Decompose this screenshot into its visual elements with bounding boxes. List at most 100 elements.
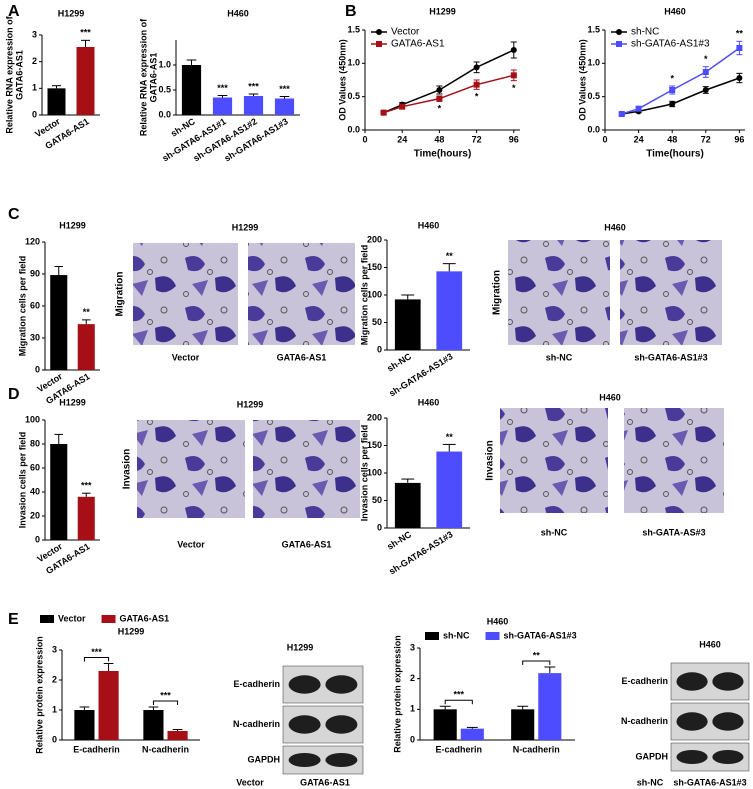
y-tick-label: 200	[367, 412, 382, 422]
marker	[702, 87, 709, 93]
y-tick-label: 0	[52, 734, 57, 744]
y-tick-label: 2	[32, 56, 37, 66]
chart-title: H460	[227, 8, 249, 18]
x-tick-label: 96	[734, 134, 744, 144]
legend-label: Vector	[391, 27, 420, 38]
bar	[433, 709, 457, 740]
bar	[167, 731, 188, 740]
marker	[510, 47, 517, 53]
marker	[436, 87, 443, 93]
y-tick-label: 1.0	[158, 59, 171, 69]
side-label: Invasion	[122, 449, 133, 490]
y-tick-label: 100	[367, 467, 382, 477]
x-tick-label: sh-NC	[385, 351, 413, 374]
marker	[473, 81, 480, 88]
caption: Vector	[172, 352, 200, 362]
row-label: E-cadherin	[621, 676, 668, 686]
bar	[243, 96, 264, 115]
significance: *	[438, 104, 442, 114]
band	[288, 753, 321, 767]
y-tick-label: 3	[410, 642, 415, 652]
caption: sh-GATA-AS#3	[642, 527, 705, 537]
significance: *	[670, 73, 674, 83]
legend-label: sh-GATA6-AS1#3	[504, 630, 577, 640]
image-title: H460	[599, 392, 621, 402]
bar	[98, 671, 119, 740]
bar	[181, 65, 202, 115]
x-tick-label: 48	[434, 134, 444, 144]
y-tick-label: 60	[30, 300, 40, 310]
significance: ***	[81, 481, 92, 491]
band	[712, 750, 744, 764]
x-tick-label: 24	[634, 134, 644, 144]
marker	[380, 109, 387, 116]
y-tick-label: 90	[30, 268, 40, 278]
y-tick-label: 40	[30, 486, 40, 496]
legend-swatch	[485, 632, 500, 640]
significance: *	[475, 92, 479, 102]
chart-title: H1299	[118, 626, 145, 636]
significance: **	[446, 432, 454, 442]
y-tick-label: 1	[32, 83, 37, 93]
legend-swatch	[40, 615, 54, 623]
band	[325, 753, 358, 767]
marker	[702, 69, 709, 75]
micrograph	[620, 240, 722, 345]
significance: **	[446, 251, 454, 261]
x-tick-label: 72	[701, 134, 711, 144]
caption: sh-GATA6-AS1#3	[634, 352, 707, 362]
caption: sh-GATA6-AS1#3	[673, 777, 746, 787]
y-axis-label: Relative protein expression	[34, 636, 44, 754]
micrograph	[248, 243, 355, 345]
x-tick-label: 96	[509, 134, 519, 144]
x-tick-label: 24	[397, 134, 407, 144]
significance: ***	[217, 83, 228, 93]
significance-bracket	[444, 699, 473, 705]
marker	[618, 111, 625, 117]
x-tick-label: 0	[362, 134, 367, 144]
caption: GATA6-AS1	[277, 352, 327, 362]
legend-label: sh-GATA6-AS1#3	[631, 39, 710, 50]
marker	[399, 103, 406, 110]
y-tick-label: 60	[30, 462, 40, 472]
y-tick-label: 1.0	[347, 58, 360, 68]
x-tick-label: sh-NC	[385, 529, 413, 552]
panel-label: E	[8, 611, 19, 628]
y-tick-label: 2	[410, 673, 415, 683]
marker	[510, 72, 517, 79]
image-title: H460	[604, 222, 626, 232]
bar	[511, 709, 535, 740]
chart-title: H460	[418, 220, 440, 230]
chart-title: H460	[418, 397, 440, 407]
significance: ***	[80, 28, 91, 38]
y-tick-label: 0.0	[347, 124, 360, 134]
y-tick-label: 3	[32, 29, 37, 39]
row-label: E-cadherin	[233, 679, 280, 689]
legend-swatch	[425, 632, 439, 640]
line	[621, 47, 740, 115]
y-axis-label: Invasion cells per field	[17, 432, 27, 529]
significance-bracket	[83, 657, 110, 662]
marker	[473, 64, 480, 71]
marker	[436, 95, 443, 102]
significance: **	[533, 650, 541, 660]
legend-label: Vector	[58, 613, 86, 623]
image-title: H1299	[237, 399, 264, 409]
micrograph	[253, 420, 360, 518]
legend-marker	[376, 41, 382, 47]
y-tick-label: 2	[52, 674, 57, 684]
image-title: H1299	[232, 222, 259, 232]
x-tick-label: 48	[667, 134, 677, 144]
legend-marker	[376, 29, 382, 35]
band	[676, 672, 708, 691]
micrograph	[508, 240, 610, 345]
y-tick-label: 150	[367, 262, 382, 272]
bar	[143, 710, 164, 740]
side-label: Invasion	[485, 440, 496, 481]
significance: *	[704, 54, 708, 64]
chart-title: H460	[487, 616, 509, 626]
x-axis-label: Time(hours)	[646, 149, 704, 160]
y-axis-label: GATA6-AS1	[14, 50, 24, 100]
marker	[669, 101, 676, 107]
y-axis-label: Relative RNA expression of	[138, 18, 148, 136]
